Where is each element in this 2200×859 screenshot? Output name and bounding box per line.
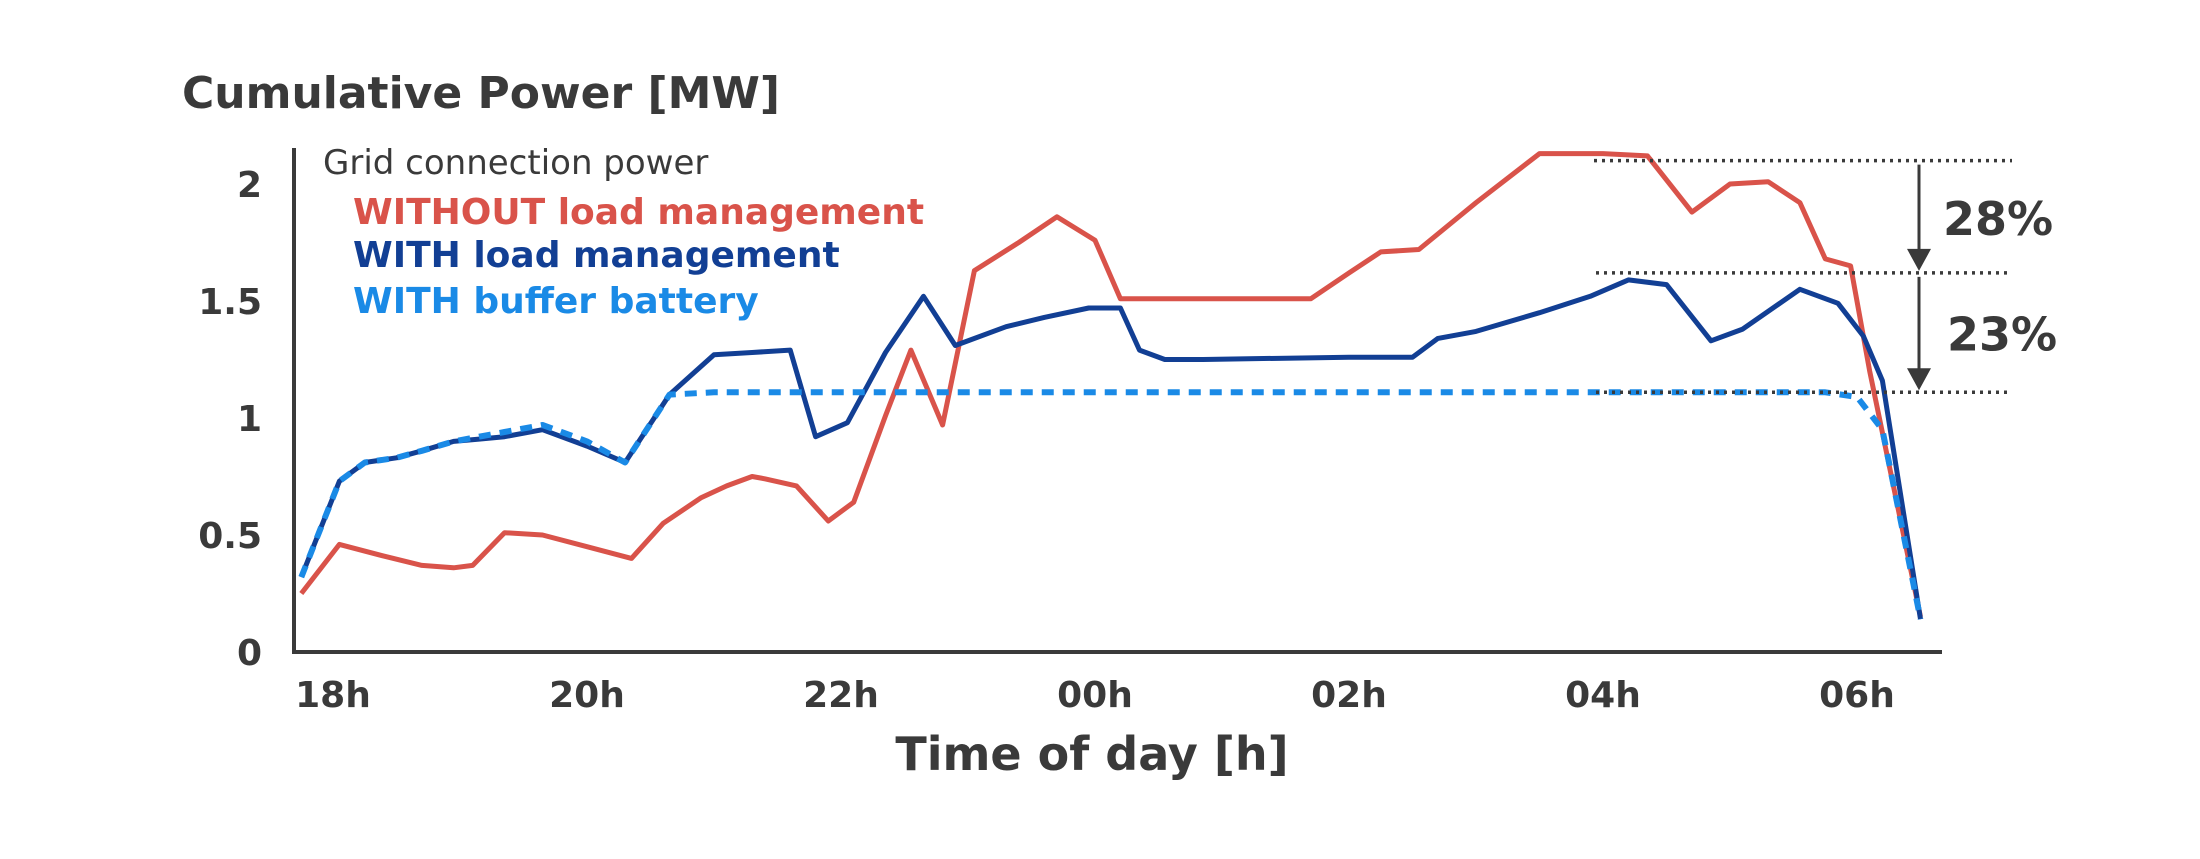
legend: Grid connection power WITHOUT load manag… <box>323 143 924 322</box>
x-tick-label: 04h <box>1565 675 1641 716</box>
legend-item-battery: WITH buffer battery <box>353 281 759 322</box>
series-line-0 <box>299 151 1923 618</box>
y-tick-label: 0 <box>237 633 262 674</box>
reduction-label: 28% <box>1943 192 2053 246</box>
reduction-arrow-head <box>1907 368 1931 391</box>
x-tick-label: 22h <box>803 675 879 716</box>
chart-title: Cumulative Power [MW] <box>182 68 780 119</box>
x-axis-label: Time of day [h] <box>895 727 1288 781</box>
series-line-1 <box>298 277 1923 620</box>
reduction-label: 23% <box>1947 308 2057 362</box>
x-tick-label: 20h <box>549 675 625 716</box>
y-tick-label: 1 <box>237 399 262 440</box>
reduction-annotations: 28% 23% <box>1594 158 2057 395</box>
legend-title: Grid connection power <box>323 143 708 183</box>
x-tick-label: 02h <box>1311 675 1387 716</box>
x-tick-label: 18h <box>295 675 371 716</box>
x-tick-label: 06h <box>1819 675 1895 716</box>
y-tick-labels: 0 0.5 1 1.5 2 <box>198 165 262 674</box>
legend-item-with-load: WITH load management <box>353 235 840 276</box>
x-tick-labels: 18h 20h 22h 00h 02h 04h 06h <box>295 675 1895 716</box>
y-tick-label: 0.5 <box>198 516 262 557</box>
y-tick-label: 2 <box>237 165 262 206</box>
series-layer <box>298 151 1924 620</box>
x-tick-label: 00h <box>1057 675 1133 716</box>
series-line-2 <box>298 389 1924 620</box>
y-tick-label: 1.5 <box>198 282 262 323</box>
reduction-arrow-head <box>1907 248 1931 271</box>
legend-item-without: WITHOUT load management <box>353 192 924 233</box>
